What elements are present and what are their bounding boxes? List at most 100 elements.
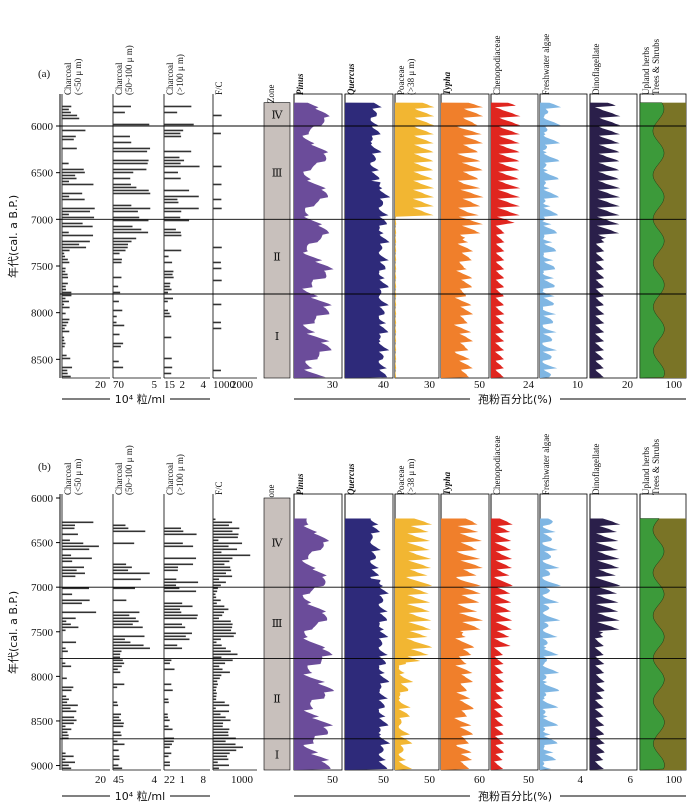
bar <box>113 360 119 363</box>
bar <box>62 689 72 692</box>
bar <box>164 743 172 746</box>
bar <box>113 177 131 180</box>
bar <box>113 285 119 288</box>
bar <box>113 653 121 656</box>
bar <box>62 716 75 719</box>
bar <box>213 602 217 605</box>
units-left: 10⁴ 粒/ml <box>115 392 165 406</box>
bar <box>62 339 65 342</box>
column-label: (>38 μ m) <box>406 459 416 495</box>
bar <box>164 617 197 620</box>
x-tick-label: 45 <box>113 774 125 786</box>
bar <box>113 261 122 264</box>
x-tick-label: 2000 <box>231 379 254 391</box>
bar <box>213 680 218 683</box>
bar <box>164 557 197 560</box>
bar <box>62 303 65 306</box>
bar <box>113 524 126 527</box>
bar <box>62 177 77 180</box>
bar <box>164 111 178 114</box>
column-label: Typha <box>442 471 452 495</box>
column-label: Freshwater algae <box>541 434 551 495</box>
bar <box>213 659 233 662</box>
bar <box>113 186 137 189</box>
bar <box>164 234 182 237</box>
bar <box>62 276 69 279</box>
bar <box>113 701 118 704</box>
x-tick-label: 22 <box>164 774 175 786</box>
zone-label: Ⅲ <box>272 168 283 180</box>
bar <box>213 165 222 168</box>
bar <box>164 668 175 671</box>
bar <box>62 342 66 345</box>
bar <box>213 557 233 560</box>
bar <box>113 650 122 653</box>
bar <box>213 692 217 695</box>
bar <box>113 572 150 575</box>
bar <box>62 222 83 225</box>
bar <box>164 156 180 159</box>
bar <box>62 650 68 653</box>
bar <box>62 557 92 560</box>
bar <box>62 734 69 737</box>
bar <box>113 150 148 153</box>
y-tick-label: 7500 <box>31 261 54 273</box>
bar <box>164 315 172 318</box>
bar <box>62 566 84 569</box>
bar <box>164 713 168 716</box>
bar <box>62 225 93 228</box>
bar <box>62 207 95 210</box>
bar <box>164 228 176 231</box>
x-tick-label: 30 <box>424 379 436 391</box>
bar <box>113 183 131 186</box>
bar <box>164 602 183 605</box>
bar <box>62 270 66 273</box>
bar <box>62 330 70 333</box>
bar <box>164 255 169 258</box>
bar <box>213 279 222 282</box>
bar <box>213 521 233 524</box>
bar <box>113 614 130 617</box>
bar <box>62 321 69 324</box>
bar <box>113 617 136 620</box>
bar <box>113 713 122 716</box>
bar <box>113 620 139 623</box>
bar <box>113 105 131 108</box>
bar <box>164 662 170 665</box>
x-tick-label: 1000 <box>231 774 254 786</box>
bar <box>62 545 99 548</box>
bar <box>164 312 170 315</box>
bar <box>164 611 182 614</box>
bar <box>113 291 121 294</box>
bar <box>213 617 219 620</box>
column-dinoflagellate: Dinoflagellate 6 <box>589 444 638 786</box>
bar <box>164 752 172 755</box>
bar <box>164 632 192 635</box>
bar <box>62 198 85 201</box>
bar <box>164 761 170 764</box>
column-label: Chenopodiaceae <box>492 36 502 95</box>
bar <box>62 354 67 357</box>
bar <box>164 288 172 291</box>
area-series <box>345 518 391 770</box>
bar <box>62 677 67 680</box>
bar <box>213 596 217 599</box>
bar <box>113 647 150 650</box>
x-tick-label: 40 <box>378 379 390 391</box>
bar <box>62 111 71 114</box>
bar <box>213 686 217 689</box>
column-label: Dinoflagellate <box>591 444 601 495</box>
bar <box>62 246 87 249</box>
bar <box>113 749 119 752</box>
bar <box>113 731 121 734</box>
bar <box>62 168 84 171</box>
bar <box>62 216 95 219</box>
bar <box>213 650 231 653</box>
bar <box>113 324 125 327</box>
bar <box>62 291 72 294</box>
bar <box>113 716 120 719</box>
bar <box>62 617 76 620</box>
column-pinus: Pinus 50 <box>293 473 343 786</box>
bar <box>62 704 78 707</box>
column-quercus: Quercus 50 <box>344 463 394 786</box>
